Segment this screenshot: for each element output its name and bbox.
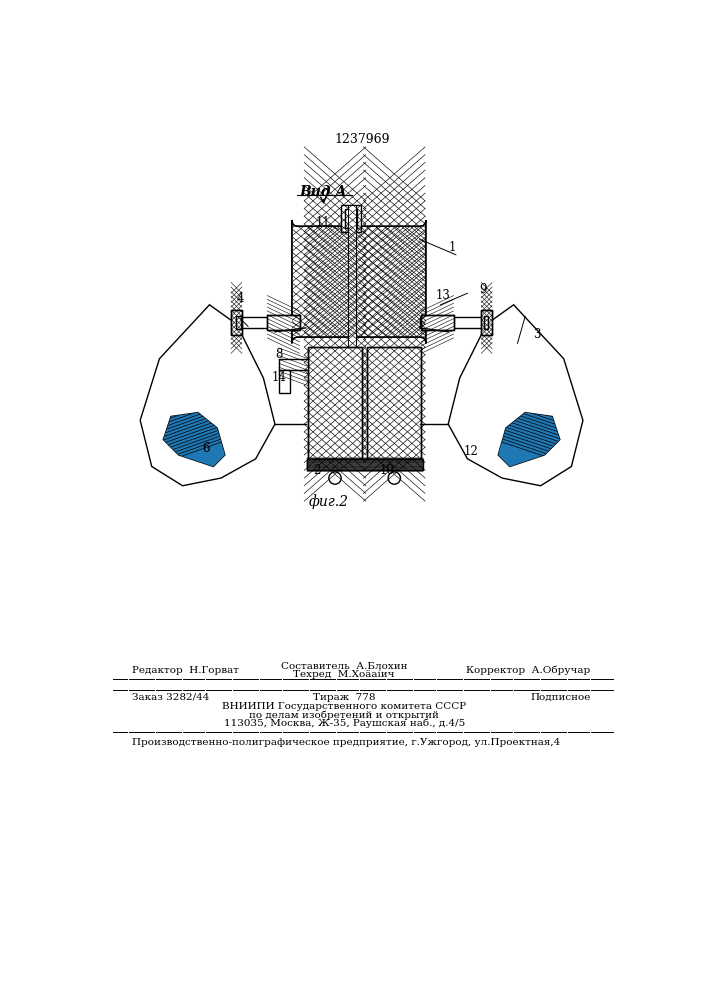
Text: Заказ 3282/44: Заказ 3282/44	[132, 693, 210, 702]
Bar	[481, 310, 492, 335]
Text: 8: 8	[275, 348, 283, 361]
Bar	[481, 310, 492, 335]
Bar	[481, 310, 492, 335]
Text: Подписное: Подписное	[530, 693, 590, 702]
Circle shape	[329, 472, 341, 484]
Text: фиг.2: фиг.2	[309, 494, 349, 509]
Bar	[308, 347, 362, 459]
Text: Техред  М.Хоäаíич: Техред М.Хоäаíич	[293, 670, 395, 679]
Bar	[421, 315, 454, 330]
Circle shape	[388, 472, 400, 484]
Bar	[484, 316, 489, 329]
Text: 10: 10	[379, 464, 394, 477]
Bar	[421, 315, 454, 330]
Bar	[267, 315, 300, 330]
Polygon shape	[163, 413, 225, 466]
Text: 2: 2	[314, 464, 321, 477]
Bar	[231, 310, 242, 335]
FancyBboxPatch shape	[292, 220, 426, 343]
Bar	[368, 347, 421, 459]
Text: 9: 9	[479, 283, 486, 296]
Bar	[348, 205, 356, 347]
Text: 113035, Москва, Ж-35, Раушская наб., д.4/5: 113035, Москва, Ж-35, Раушская наб., д.4…	[223, 719, 465, 728]
Bar	[421, 315, 454, 330]
Text: 6: 6	[202, 442, 209, 455]
Bar	[279, 370, 290, 393]
Polygon shape	[498, 413, 560, 466]
Bar	[420, 317, 483, 328]
Bar	[236, 316, 241, 329]
Text: ВНИИПИ Государственного комитета СССР: ВНИИПИ Государственного комитета СССР	[222, 702, 467, 711]
Bar	[279, 359, 308, 370]
Bar	[279, 359, 308, 370]
Bar	[267, 315, 300, 330]
Polygon shape	[448, 305, 583, 486]
Text: 14: 14	[271, 371, 286, 384]
Text: Вид А: Вид А	[300, 185, 347, 199]
Text: по делам изобретений и открытий: по делам изобретений и открытий	[250, 710, 439, 720]
Bar	[307, 459, 423, 470]
Text: 1237969: 1237969	[334, 133, 390, 146]
Text: 12: 12	[464, 445, 479, 458]
Text: Тираж  778: Тираж 778	[313, 693, 375, 702]
Text: Производственно-полиграфическое предприятие, г.Ужгород, ул.Проектная,4: Производственно-полиграфическое предприя…	[132, 738, 561, 747]
Text: 4: 4	[237, 292, 244, 305]
Bar	[345, 209, 357, 228]
Polygon shape	[163, 413, 225, 466]
Polygon shape	[140, 305, 275, 486]
Bar	[231, 310, 242, 335]
Text: Составитель  А.Блохин: Составитель А.Блохин	[281, 662, 407, 671]
Bar	[368, 347, 421, 459]
Bar	[267, 315, 300, 330]
Text: 11: 11	[316, 216, 331, 229]
Text: 3: 3	[533, 328, 540, 341]
Text: 13: 13	[436, 289, 450, 302]
Bar	[240, 317, 298, 328]
Text: Редактор  Н.Горват: Редактор Н.Горват	[132, 666, 240, 675]
Polygon shape	[498, 413, 560, 466]
Text: Корректор  А.Обручар: Корректор А.Обручар	[467, 666, 590, 675]
Bar	[231, 310, 242, 335]
Bar	[341, 205, 361, 232]
Bar	[308, 347, 362, 459]
Text: 1: 1	[448, 241, 456, 254]
